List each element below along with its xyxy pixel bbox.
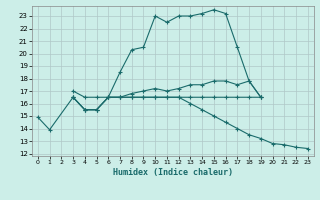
X-axis label: Humidex (Indice chaleur): Humidex (Indice chaleur) <box>113 168 233 177</box>
